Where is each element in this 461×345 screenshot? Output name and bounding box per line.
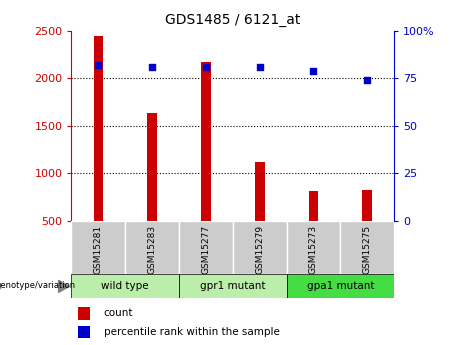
Bar — [71, 274, 179, 298]
Bar — [255, 162, 265, 268]
Bar — [78, 326, 89, 338]
Bar — [125, 221, 179, 274]
Polygon shape — [59, 280, 69, 292]
Bar — [340, 221, 394, 274]
Point — [310, 68, 317, 74]
Text: GSM15275: GSM15275 — [363, 225, 372, 274]
Text: GSM15277: GSM15277 — [201, 225, 210, 274]
Bar — [94, 36, 103, 268]
Text: gpa1 mutant: gpa1 mutant — [307, 282, 374, 291]
Text: GSM15273: GSM15273 — [309, 225, 318, 274]
Bar — [309, 191, 318, 268]
Point — [148, 64, 156, 70]
Bar — [179, 221, 233, 274]
Bar — [362, 190, 372, 268]
Bar — [287, 221, 340, 274]
Bar — [179, 274, 287, 298]
Text: GSM15279: GSM15279 — [255, 225, 264, 274]
Text: genotype/variation: genotype/variation — [0, 282, 76, 290]
Text: gpr1 mutant: gpr1 mutant — [200, 282, 266, 291]
Text: percentile rank within the sample: percentile rank within the sample — [104, 327, 280, 337]
Text: wild type: wild type — [101, 282, 149, 291]
Text: count: count — [104, 308, 133, 318]
Bar — [71, 221, 125, 274]
Title: GDS1485 / 6121_at: GDS1485 / 6121_at — [165, 13, 301, 27]
Point — [364, 78, 371, 83]
Bar — [78, 307, 89, 319]
Bar — [201, 62, 211, 268]
Point — [202, 64, 210, 70]
Text: GSM15283: GSM15283 — [148, 225, 157, 274]
Point — [256, 64, 263, 70]
Bar — [233, 221, 287, 274]
Bar — [148, 112, 157, 268]
Text: GSM15281: GSM15281 — [94, 225, 103, 274]
Point — [95, 62, 102, 68]
Bar — [287, 274, 394, 298]
